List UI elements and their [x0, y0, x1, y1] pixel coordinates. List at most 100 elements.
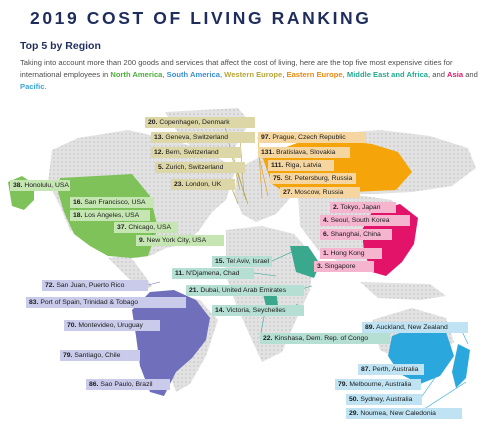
region-middle-east-africa: Middle East and Africa: [346, 70, 429, 79]
rank: 18.: [73, 212, 83, 219]
label-auckland: 89. Auckland, New Zealand: [362, 322, 468, 333]
city: London, UK: [185, 181, 222, 188]
rank: 20.: [148, 119, 158, 126]
label-los-angeles: 18. Los Angeles, USA: [70, 210, 150, 221]
label-dubai: 21. Dubai, United Arab Emirates: [186, 285, 304, 296]
region-pacific: Pacific: [20, 82, 45, 91]
rank: 3.: [317, 263, 323, 270]
city: N'Djamena, Chad: [185, 270, 240, 277]
rank: 21.: [189, 287, 199, 294]
city: Geneva, Switzerland: [165, 134, 229, 141]
label-victoria: 14. Victoria, Seychelles: [212, 305, 304, 316]
label-bratislava: 131. Bratislava, Slovakia: [258, 147, 350, 158]
city: Moscow, Russia: [294, 189, 344, 196]
label-geneva: 13. Geneva, Switzerland: [151, 132, 255, 143]
rank: 75.: [273, 175, 283, 182]
separator: ,: [219, 70, 225, 79]
label-zurich: 5. Zurich, Switzerland: [155, 162, 245, 173]
rank: 38.: [13, 182, 23, 189]
label-honolulu: 38. Honolulu, USA: [10, 180, 70, 191]
label-sydney: 50. Sydney, Australia: [346, 394, 422, 405]
rank: 131.: [261, 149, 275, 156]
rank: 23.: [174, 181, 184, 188]
city: Prague, Czech Republic: [272, 134, 346, 141]
rank: 37.: [117, 224, 127, 231]
page-title: 2019 COST OF LIVING RANKING: [30, 8, 372, 28]
rank: 70.: [67, 322, 77, 329]
label-moscow: 27. Moscow, Russia: [280, 187, 360, 198]
label-chicago: 37. Chicago, USA: [114, 222, 178, 233]
rank: 11.: [175, 270, 185, 277]
city: Seoul, South Korea: [330, 217, 390, 224]
label-tel-aviv: 15. Tel Aviv, Israel: [212, 256, 272, 267]
label-kinshasa: 22. Kinshasa, Dem. Rep. of Congo: [260, 333, 390, 344]
label-melbourne: 79. Melbourne, Australia: [335, 379, 421, 390]
label-new-york-city: 9. New York City, USA: [136, 235, 224, 246]
label-port-of-spain: 83. Port of Spain, Trinidad & Tobago: [26, 297, 186, 308]
intro-paragraph: Taking into account more than 200 goods …: [20, 57, 490, 93]
label-montevideo: 70. Montevideo, Uruguay: [64, 320, 160, 331]
label-london: 23. London, UK: [171, 179, 235, 190]
rank: 12.: [154, 149, 164, 156]
separator: , and: [428, 70, 448, 79]
label-seoul: 4. Seoul, South Korea: [320, 215, 410, 226]
label-bern: 12. Bern, Switzerland: [151, 147, 241, 158]
city: San Juan, Puerto Rico: [56, 282, 125, 289]
rank: 16.: [73, 199, 83, 206]
city: Bern, Switzerland: [165, 149, 219, 156]
label-hong-kong: 1. Hong Kong: [320, 248, 382, 259]
separator: ,: [282, 70, 287, 79]
label-sao-paulo: 86. Sao Paulo, Brazil: [86, 379, 170, 390]
rank: 111.: [271, 162, 284, 169]
rank: 27.: [283, 189, 293, 196]
rank: 4.: [323, 217, 329, 224]
city: Tel Aviv, Israel: [226, 258, 270, 265]
city: Sydney, Australia: [360, 396, 413, 403]
rank: 2.: [333, 204, 339, 211]
rank: 13.: [154, 134, 164, 141]
label-singapore: 3. Singapore: [314, 261, 374, 272]
city: St. Petersburg, Russia: [284, 175, 353, 182]
rank: 14.: [215, 307, 225, 314]
rank: 29.: [349, 410, 359, 417]
label-perth: 89.87. Perth, Australia: [358, 364, 424, 375]
city: Singapore: [324, 263, 356, 270]
label-riga: 111. Riga, Latvia: [268, 160, 334, 171]
rank: 9.: [139, 237, 145, 244]
city: Los Angeles, USA: [84, 212, 140, 219]
city: Montevideo, Uruguay: [78, 322, 143, 329]
city: Copenhagen, Denmark: [159, 119, 230, 126]
city: Hong Kong: [330, 250, 365, 257]
rank: 97.: [261, 134, 271, 141]
city: Bratislava, Slovakia: [276, 149, 336, 156]
city: Kinshasa, Dem. Rep. of Congo: [274, 335, 369, 342]
separator: and: [463, 70, 478, 79]
city: Shanghai, China: [330, 231, 381, 238]
city: Sao Paulo, Brazil: [100, 381, 153, 388]
label-shanghai: 6. Shanghai, China: [320, 229, 392, 240]
region-shape-south-america: [132, 290, 210, 396]
region-shape-middle-east: [262, 246, 320, 306]
rank: 15.: [215, 258, 225, 265]
separator: .: [44, 82, 47, 91]
rank: 86.: [89, 381, 99, 388]
separator: ,: [162, 70, 167, 79]
label-tokyo: 2. Tokyo, Japan: [330, 202, 396, 213]
intro-text: Taking into account more than 200 goods …: [20, 58, 453, 79]
city: Melbourne, Australia: [349, 381, 412, 388]
rank: 79.: [63, 352, 73, 359]
region-asia: Asia: [447, 70, 464, 79]
city: Dubai, United Arab Emirates: [200, 287, 287, 294]
rank: 87.: [361, 366, 371, 373]
rank: 1.: [323, 250, 329, 257]
label-copenhagen: 20. Copenhagen, Denmark: [145, 117, 255, 128]
city: Zurich, Switzerland: [165, 164, 224, 171]
rank: 50.: [349, 396, 359, 403]
rank: 72.: [45, 282, 55, 289]
land-indonesia: [360, 282, 446, 300]
city: Chicago, USA: [128, 224, 172, 231]
label-santiago: 79. Santiago, Chile: [60, 350, 140, 361]
region-south-america: South America: [166, 70, 220, 79]
rank: 22.: [263, 335, 273, 342]
city: Tokyo, Japan: [340, 204, 381, 211]
